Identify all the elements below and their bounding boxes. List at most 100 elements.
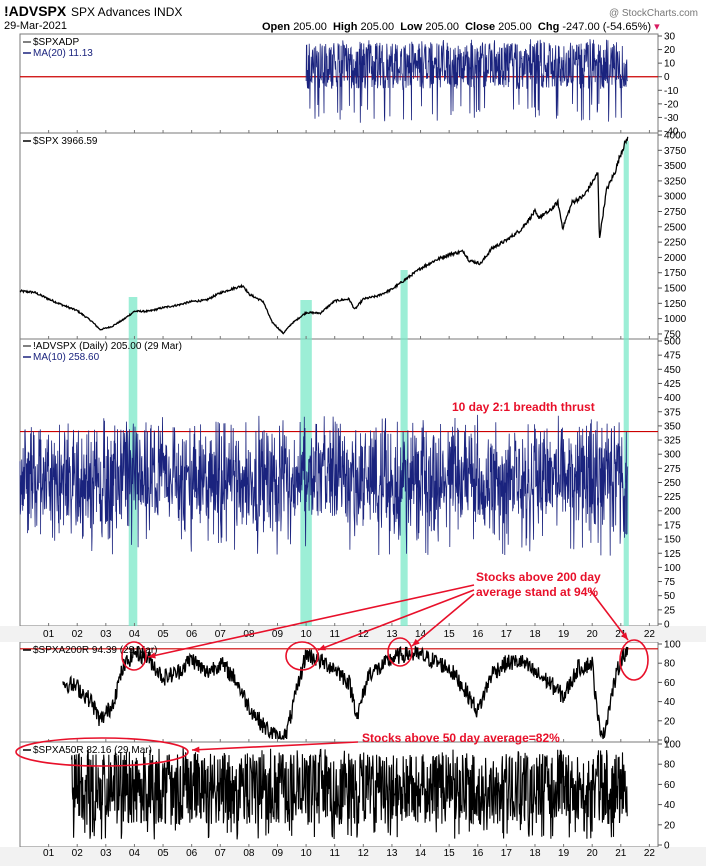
x-tick-label: 13 xyxy=(386,629,398,640)
x-tick-label: 15 xyxy=(444,629,456,640)
y-tick-label: 40 xyxy=(664,697,676,708)
x-tick-label: 09 xyxy=(272,848,284,859)
y-tick-label: -10 xyxy=(664,86,679,97)
x-tick-label: 02 xyxy=(72,848,84,859)
x-tick-label: 16 xyxy=(472,848,484,859)
y-tick-label: 1000 xyxy=(664,314,687,325)
date-strip-top xyxy=(0,626,706,642)
advances-line xyxy=(19,414,629,556)
x-tick-label: 18 xyxy=(529,848,541,859)
x-tick-label: 01 xyxy=(43,629,55,640)
a50-annotation: Stocks above 50 day average=82% xyxy=(362,731,560,745)
y-tick-label: 750 xyxy=(664,329,681,340)
low-value: 205.00 xyxy=(425,21,459,33)
chart-date: 29-Mar-2021 xyxy=(4,20,67,32)
x-tick-label: 18 xyxy=(529,629,541,640)
x-tick-label: 11 xyxy=(330,629,341,640)
low-label: Low xyxy=(400,21,423,33)
x-tick-label: 13 xyxy=(386,848,398,859)
date-strip-bottom xyxy=(0,847,706,866)
a50r-line xyxy=(70,748,628,840)
arrow-head xyxy=(192,746,200,753)
arrow-head xyxy=(412,638,420,646)
y-tick-label: 80 xyxy=(664,659,676,670)
annotation-arrow xyxy=(191,741,359,751)
close-label: Close xyxy=(465,21,496,33)
y-tick-label: 10 xyxy=(664,59,676,70)
highlight-circle xyxy=(121,641,147,671)
x-tick-label: 14 xyxy=(415,629,427,640)
x-tick-label: 20 xyxy=(587,848,599,859)
x-tick-label: 15 xyxy=(444,848,456,859)
highlight-band xyxy=(623,141,629,626)
y-tick-label: 0 xyxy=(664,841,670,852)
highlight-circle xyxy=(387,637,413,667)
y-tick-label: 20 xyxy=(664,820,676,831)
x-tick-label: 05 xyxy=(157,629,169,640)
watermark: @ StockCharts.com xyxy=(608,8,698,19)
x-tick-label: 09 xyxy=(272,629,284,640)
x-tick-label: 01 xyxy=(43,848,55,859)
ohlc-readout: Open 205.00 High 205.00 Low 205.00 Close… xyxy=(262,20,660,33)
y-tick-label: -40 xyxy=(664,127,679,138)
x-tick-label: 22 xyxy=(644,848,656,859)
y-tick-label: 1500 xyxy=(664,284,687,295)
y-tick-label: 3000 xyxy=(664,192,687,203)
a200r-line xyxy=(62,645,629,740)
x-tick-label: 10 xyxy=(301,629,313,640)
open-label: Open xyxy=(262,21,291,33)
y-tick-label: 375 xyxy=(664,407,681,418)
p4-legend-main: $SPXA200R 94.39 (29 Mar) xyxy=(33,645,158,656)
p5-legend-main: $SPXA50R 82.16 (29 Mar) xyxy=(33,745,152,756)
spxadp-line xyxy=(305,39,628,123)
x-tick-label: 04 xyxy=(129,629,141,640)
arrow-head xyxy=(621,632,628,640)
x-tick-label: 12 xyxy=(358,629,370,640)
x-tick-label: 11 xyxy=(330,848,341,859)
y-tick-label: 0 xyxy=(664,72,670,83)
y-tick-label: 175 xyxy=(664,520,681,531)
x-tick-label: 17 xyxy=(501,848,513,859)
x-tick-label: 08 xyxy=(243,848,255,859)
x-tick-label: 02 xyxy=(72,629,84,640)
y-tick-label: 4000 xyxy=(664,131,687,142)
a200-annotation-line1: Stocks above 200 day xyxy=(476,570,601,584)
y-tick-label: 475 xyxy=(664,351,681,362)
highlight-circle xyxy=(285,641,319,671)
arrow-head xyxy=(148,652,156,659)
y-tick-label: 425 xyxy=(664,379,681,390)
y-tick-label: 125 xyxy=(664,549,681,560)
x-tick-label: 05 xyxy=(157,848,169,859)
p2-frame xyxy=(19,132,659,340)
x-tick-label: 16 xyxy=(472,629,484,640)
y-tick-label: 25 xyxy=(664,605,676,616)
chg-value: -247.00 (-54.65%) xyxy=(562,21,652,33)
x-tick-label: 04 xyxy=(129,848,141,859)
p1-legend-ma: MA(20) 11.13 xyxy=(33,48,93,59)
y-tick-label: 60 xyxy=(664,780,676,791)
y-tick-label: 1750 xyxy=(664,268,687,279)
y-tick-label: 500 xyxy=(664,337,681,348)
p2-legend-main: $SPX 3966.59 xyxy=(33,136,98,147)
p3-legend-ma: MA(10) 258.60 xyxy=(33,352,100,363)
highlight-circle xyxy=(619,639,649,681)
y-tick-label: 100 xyxy=(664,740,681,751)
y-tick-label: 200 xyxy=(664,506,681,517)
x-tick-label: 21 xyxy=(615,848,627,859)
highlight-circle xyxy=(15,737,189,767)
y-tick-label: 75 xyxy=(664,577,676,588)
open-value: 205.00 xyxy=(293,21,327,33)
x-tick-label: 10 xyxy=(301,848,313,859)
x-tick-label: 03 xyxy=(100,629,112,640)
x-tick-label: 19 xyxy=(558,848,570,859)
y-tick-label: 350 xyxy=(664,421,681,432)
x-tick-label: 19 xyxy=(558,629,570,640)
y-tick-label: 300 xyxy=(664,450,681,461)
y-tick-label: -20 xyxy=(664,99,679,110)
y-tick-label: -30 xyxy=(664,113,679,124)
high-label: High xyxy=(332,21,358,33)
thrust-annotation: 10 day 2:1 breadth thrust xyxy=(452,400,595,414)
y-tick-label: 400 xyxy=(664,393,681,404)
y-tick-label: 150 xyxy=(664,535,681,546)
